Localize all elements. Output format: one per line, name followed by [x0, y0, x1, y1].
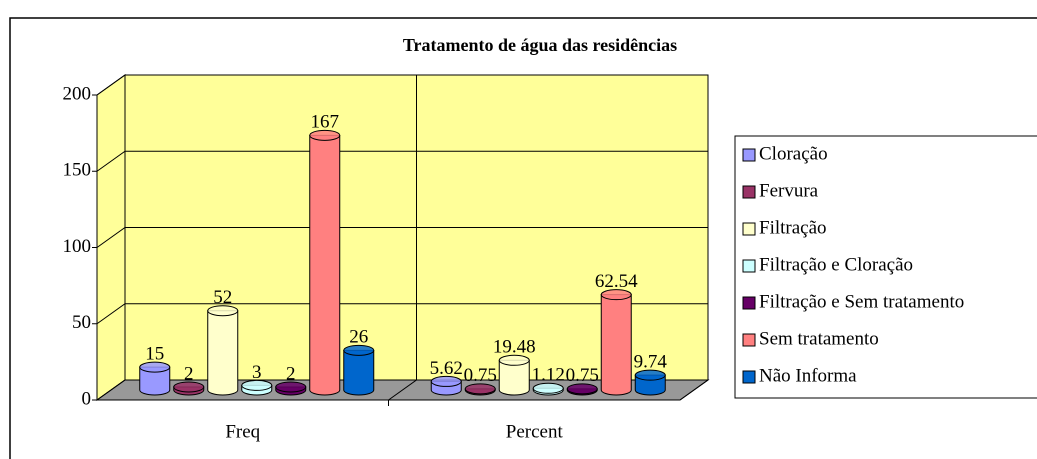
- grid-line: [96, 303, 708, 325]
- legend-swatch: [742, 259, 756, 273]
- bar-part: [241, 379, 273, 391]
- y-tick-label: 150: [63, 160, 92, 181]
- legend-swatch: [742, 370, 756, 384]
- legend-swatch: [742, 222, 756, 236]
- bar: [634, 369, 666, 396]
- value-label: 62.54: [595, 271, 638, 292]
- chart-title: Tratamento de água das residências: [403, 35, 677, 55]
- value-label: 5.62: [430, 358, 463, 379]
- value-label: 52: [213, 287, 232, 308]
- bar-part: [139, 366, 171, 396]
- bar-part: [532, 382, 564, 394]
- x-tick-label: Freq: [225, 421, 260, 442]
- bar-part: [343, 344, 375, 356]
- bar-part: [498, 354, 530, 366]
- bar-part: [600, 289, 632, 301]
- bar-part: [566, 383, 598, 395]
- value-label: 167: [311, 112, 340, 133]
- value-label: 19.48: [493, 337, 536, 358]
- bar: [275, 381, 307, 396]
- legend-box: [734, 135, 1037, 399]
- value-label: 0.75: [566, 365, 599, 386]
- grid-line: [96, 227, 708, 248]
- bar: [600, 289, 632, 396]
- grid-line: [96, 150, 708, 172]
- value-label: 2: [286, 363, 296, 384]
- legend-swatch: [742, 296, 756, 310]
- x-tick-label: Percent: [506, 421, 564, 442]
- bar-part: [139, 361, 171, 373]
- bar-part: [207, 310, 239, 396]
- value-label: 2: [184, 363, 194, 384]
- legend-label: Cloração: [759, 143, 828, 164]
- bar-part: [275, 381, 307, 393]
- bar: [532, 382, 564, 396]
- legend-label: Fervura: [759, 180, 819, 201]
- bar: [498, 354, 530, 396]
- bar-part: [634, 369, 666, 381]
- bar-part: [464, 383, 496, 395]
- bar-part: [207, 305, 239, 317]
- bar: [343, 344, 375, 396]
- grid-line: [96, 74, 708, 96]
- legend-swatch: [742, 185, 756, 199]
- bar: [241, 379, 273, 396]
- bar-part: [173, 381, 205, 393]
- value-label: 1.12: [532, 365, 565, 386]
- y-tick-label: 0: [82, 388, 92, 409]
- y-tick-label: 50: [72, 312, 91, 333]
- bar-part: [309, 129, 341, 141]
- y-tick-label: 200: [63, 83, 92, 104]
- bar-part: [309, 134, 341, 396]
- bar: [430, 375, 462, 396]
- value-label: 3: [252, 362, 262, 383]
- legend-label: Filtração: [759, 217, 827, 238]
- value-label: 0.75: [464, 365, 497, 386]
- value-label: 15: [145, 343, 164, 364]
- legend-label: Filtração e Sem tratamento: [759, 291, 964, 312]
- bar: [139, 361, 171, 396]
- bar-part: [634, 374, 666, 396]
- legend-swatch: [742, 148, 756, 162]
- bar-part: [343, 349, 375, 396]
- value-label: 9.74: [634, 352, 668, 373]
- bar: [566, 383, 598, 396]
- legend-label: Não Informa: [759, 365, 857, 386]
- bar: [464, 383, 496, 396]
- bar: [207, 305, 239, 396]
- legend-label: Sem tratamento: [759, 328, 879, 349]
- value-label: 26: [349, 327, 368, 348]
- bar: [309, 129, 341, 396]
- bar-part: [600, 294, 632, 396]
- y-tick-label: 100: [63, 236, 92, 257]
- bar-part: [498, 359, 530, 396]
- bar-part: [430, 375, 462, 387]
- legend-swatch: [742, 333, 756, 347]
- legend-label: Filtração e Cloração: [759, 254, 913, 275]
- category-divider: [388, 379, 417, 401]
- tick-mark: [679, 379, 709, 401]
- bar: [173, 381, 205, 396]
